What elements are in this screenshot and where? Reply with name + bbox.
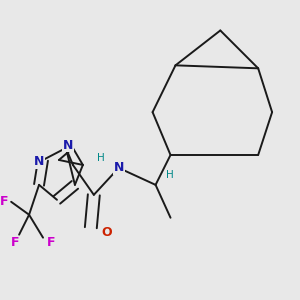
Text: H: H bbox=[166, 170, 173, 180]
Text: N: N bbox=[34, 155, 44, 169]
Text: F: F bbox=[47, 236, 55, 249]
Text: H: H bbox=[97, 153, 105, 163]
Text: F: F bbox=[0, 195, 8, 208]
Text: N: N bbox=[63, 139, 73, 152]
Text: F: F bbox=[11, 236, 20, 249]
Text: N: N bbox=[113, 161, 124, 174]
Text: O: O bbox=[101, 226, 112, 239]
